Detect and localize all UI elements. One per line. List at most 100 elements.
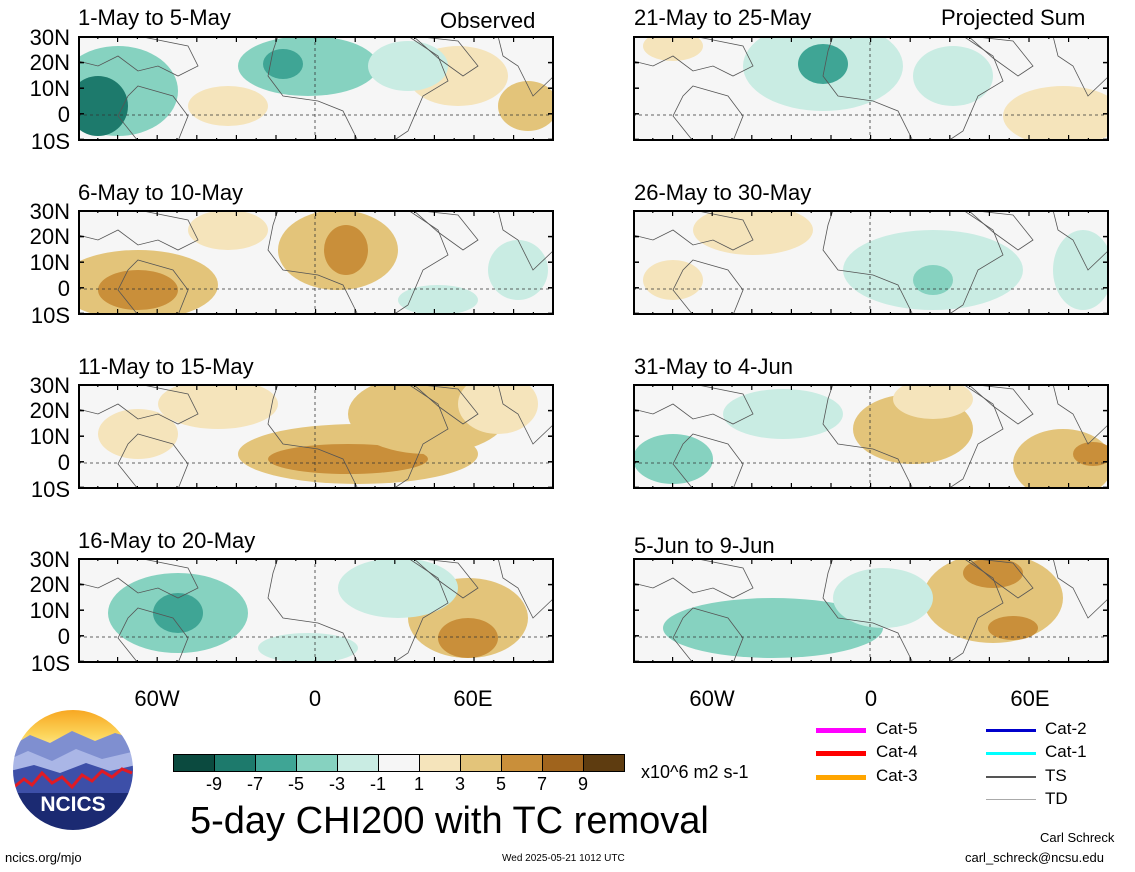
lon-label-right-60w: 60W — [689, 686, 735, 711]
colorbar-tick: -1 — [369, 774, 387, 794]
coastline — [967, 384, 1034, 425]
panel-title-right-4: 5-Jun to 9-Jun — [634, 533, 775, 558]
lat-label: 0 — [57, 450, 70, 475]
anomaly-contour — [643, 260, 703, 300]
coastline — [497, 384, 554, 445]
footer-email[interactable]: carl_schreck@ncsu.edu — [965, 850, 1104, 865]
lon-label-left-60e: 60E — [453, 686, 493, 711]
map-panel-right-2 — [633, 210, 1109, 315]
projected-sum-label: Projected Sum — [941, 5, 1086, 30]
coastline — [822, 210, 1004, 315]
lat-label: 10S — [30, 651, 70, 676]
coastline — [967, 558, 1034, 599]
coastline — [967, 36, 1034, 77]
colorbar-tick: 3 — [454, 774, 466, 794]
lon-label-left-60w: 60W — [134, 686, 180, 711]
panel-title-right-3: 31-May to 4-Jun — [634, 354, 793, 379]
tc-label-cat4: Cat-4 — [876, 742, 918, 761]
coastline — [822, 36, 1004, 141]
anomaly-contour — [188, 210, 268, 250]
tc-line-cat4 — [816, 751, 866, 756]
anomaly-contour — [458, 384, 538, 434]
coastline — [672, 259, 744, 315]
anomaly-contour — [368, 41, 448, 91]
lat-label: 30N — [29, 373, 70, 398]
coastline — [672, 433, 744, 489]
coastline — [822, 558, 1004, 663]
anomaly-contour — [263, 49, 303, 79]
colorbar-tick: 1 — [413, 774, 425, 794]
colorbar-cell — [337, 754, 379, 772]
map-panel-left-1 — [78, 36, 554, 141]
tc-label-ts: TS — [1045, 766, 1067, 785]
coastline — [633, 558, 754, 599]
anomaly-contour — [338, 558, 458, 618]
coastline — [633, 210, 754, 251]
coastline — [412, 36, 479, 77]
coastline — [1052, 210, 1109, 271]
colorbar-cell — [501, 754, 543, 772]
coastline — [672, 85, 744, 141]
coastline — [1052, 558, 1109, 619]
anomaly-contour — [963, 558, 1023, 588]
coastline — [633, 36, 754, 77]
lat-label: 20N — [29, 50, 70, 75]
anomaly-contour — [78, 76, 128, 136]
tc-line-cat1 — [986, 752, 1036, 755]
lat-label: 10S — [30, 477, 70, 502]
coastline — [117, 433, 189, 489]
anomaly-contour — [398, 285, 478, 315]
panel-title-left-2: 6-May to 10-May — [78, 180, 244, 205]
anomaly-contour — [1053, 230, 1109, 310]
anomaly-contour — [258, 633, 358, 663]
anomaly-contour — [833, 568, 933, 628]
colorbar-tick: 5 — [495, 774, 507, 794]
colorbar-cell — [583, 754, 625, 772]
panel-title-left-3: 11-May to 15-May — [78, 354, 254, 379]
tc-label-cat1: Cat-1 — [1045, 742, 1087, 761]
logo-text: NCICS — [40, 793, 105, 816]
map-panel-right-3 — [633, 384, 1109, 489]
colorbar-cell — [173, 754, 215, 772]
colorbar-tick: 7 — [536, 774, 548, 794]
anomaly-contour — [633, 434, 713, 484]
map-panel-left-2 — [78, 210, 554, 315]
anomaly-contour — [158, 384, 278, 429]
lon-label-right-0: 0 — [864, 686, 878, 711]
lat-label: 20N — [29, 224, 70, 249]
observed-label: Observed — [440, 8, 536, 33]
anomaly-contour — [893, 384, 973, 419]
coastline — [412, 210, 479, 251]
anomaly-contour — [324, 225, 368, 275]
coastline — [267, 384, 449, 489]
lat-label: 0 — [57, 276, 70, 301]
lat-label: 10N — [29, 76, 70, 101]
panel-title-right-2: 26-May to 30-May — [634, 180, 812, 205]
colorbar-units: x10^6 m2 s-1 — [641, 762, 749, 782]
coastline — [78, 558, 199, 599]
footer-timestamp: Wed 2025-05-21 1012 UTC — [502, 853, 625, 864]
tc-line-ts — [986, 776, 1036, 778]
colorbar-tick: -7 — [246, 774, 264, 794]
anomaly-contour — [268, 444, 428, 474]
anomaly-contour — [1003, 86, 1109, 141]
coastline — [497, 36, 554, 97]
anomaly-contour — [913, 265, 953, 295]
panel-title-left-1: 1-May to 5-May — [78, 5, 231, 30]
coastline — [78, 384, 199, 425]
coastline — [497, 210, 554, 271]
anomaly-contour — [643, 36, 703, 61]
coastline — [117, 85, 189, 141]
footer-url[interactable]: ncics.org/mjo — [5, 850, 82, 865]
anomaly-contour — [693, 210, 813, 255]
coastline — [497, 558, 554, 619]
colorbar-tick: -3 — [328, 774, 346, 794]
anomaly-contour — [98, 270, 178, 310]
tc-line-cat2 — [986, 729, 1036, 732]
lat-label: 10S — [30, 129, 70, 154]
footer-author: Carl Schreck — [1040, 830, 1115, 845]
coastline — [267, 558, 449, 663]
anomaly-contour — [238, 36, 378, 96]
main-title: 5-day CHI200 with TC removal — [190, 800, 709, 842]
colorbar-cell — [255, 754, 297, 772]
